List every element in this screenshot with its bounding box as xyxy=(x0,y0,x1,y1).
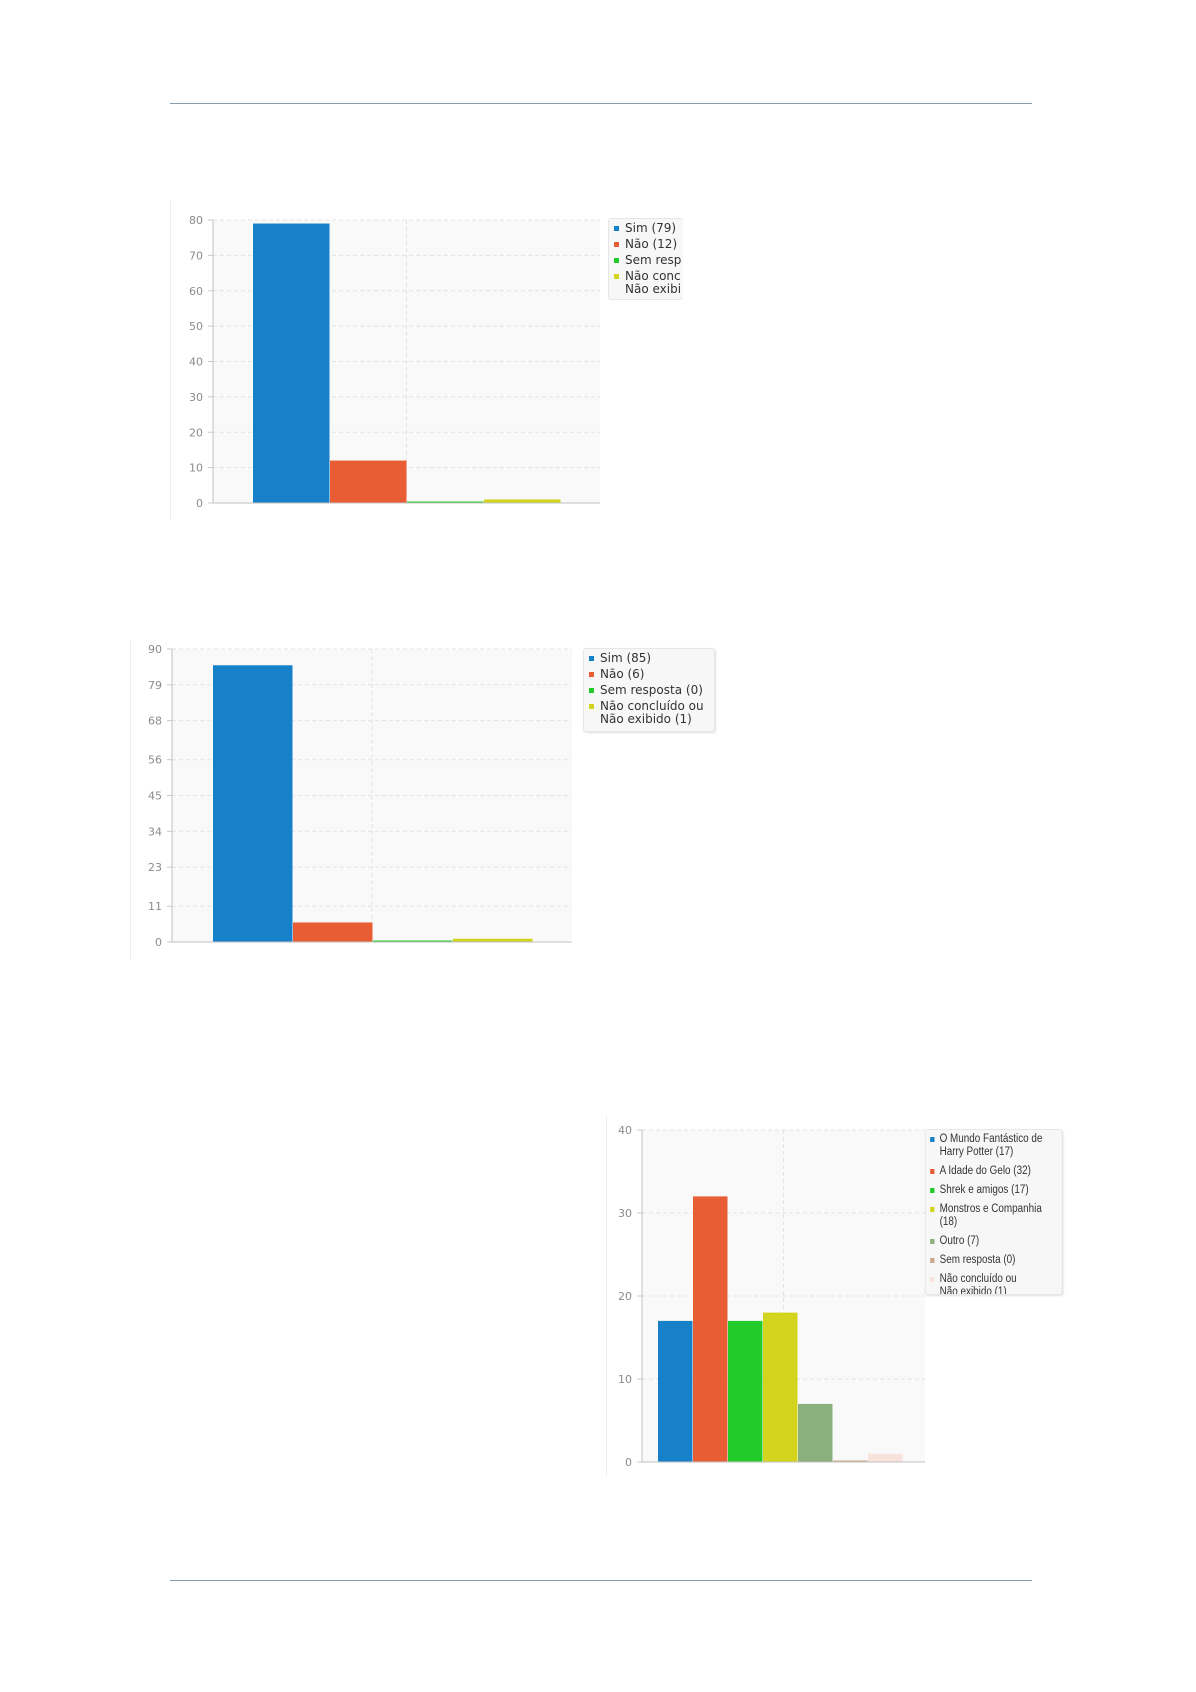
legend-label: Não conc xyxy=(625,269,681,283)
legend-swatch xyxy=(614,274,619,279)
legend-label: Harry Potter (17) xyxy=(939,1146,1014,1158)
legend-label: Sem resp xyxy=(625,253,682,267)
y-tick-label: 79 xyxy=(148,679,162,692)
legend-label: A Idade do Gelo (32) xyxy=(939,1165,1031,1177)
bar xyxy=(763,1312,798,1462)
bar xyxy=(484,499,561,503)
legend-item: Outro (7) xyxy=(926,1235,1062,1248)
y-tick-label: 20 xyxy=(618,1290,632,1303)
chart-1-legend: Sim (79) Não (12) Sem resp Não conc Não exib… xyxy=(608,218,683,300)
y-tick-label: 45 xyxy=(148,790,162,803)
bar-chart-2: 0 11 23 34 45 56 68 79 90 xyxy=(130,640,590,960)
legend-label: Sem resposta (0) xyxy=(939,1254,1016,1266)
y-tick-label: 0 xyxy=(155,936,162,949)
legend-label: Outro (7) xyxy=(939,1235,980,1247)
bar xyxy=(453,938,533,942)
legend-item: Sim (79) xyxy=(609,222,683,235)
legend-label: Não (6) xyxy=(600,667,645,681)
legend-swatch xyxy=(930,1137,935,1142)
legend-item: Sem resp xyxy=(609,254,683,267)
chart-2-legend: Sim (85) Não (6) Sem resposta (0) Não concl… xyxy=(583,648,715,732)
header-rule xyxy=(170,103,1032,104)
legend-swatch xyxy=(930,1258,935,1263)
y-tick-label: 10 xyxy=(618,1373,632,1386)
bar xyxy=(373,940,453,942)
legend-swatch xyxy=(589,672,594,677)
legend-item: Sem resposta (0) xyxy=(926,1254,1062,1267)
bar xyxy=(798,1403,833,1462)
chart-2-svg: 0 11 23 34 45 56 68 79 90 xyxy=(130,640,572,960)
y-tick-label: 10 xyxy=(189,462,203,475)
y-tick-label: 56 xyxy=(148,754,162,767)
legend-label: Sim (85) xyxy=(600,651,652,665)
bar-chart-3: 0 10 20 30 40 xyxy=(606,1116,926,1476)
y-tick-label: 40 xyxy=(189,356,203,369)
y-tick-label: 0 xyxy=(196,497,203,510)
legend-item: Não conc Não exibi xyxy=(609,270,683,296)
legend-label: Não exibido (1) xyxy=(600,712,692,726)
y-tick-label: 60 xyxy=(189,285,203,298)
legend-label: Monstros e Companhia (18) xyxy=(939,1203,1042,1228)
y-tick-label: 34 xyxy=(148,825,162,838)
legend-label: Não exibi xyxy=(625,282,682,296)
bar xyxy=(253,223,330,503)
chart-3-legend: O Mundo Fantástico de Harry Potter (17) A … xyxy=(925,1129,1063,1295)
bar xyxy=(833,1460,868,1462)
legend-label: Sim (79) xyxy=(625,221,677,235)
bar xyxy=(330,460,407,503)
y-tick-label: 30 xyxy=(189,391,203,404)
y-tick-label: 68 xyxy=(148,715,162,728)
legend-item: Monstros e Companhia (18) xyxy=(926,1203,1062,1229)
bar xyxy=(868,1453,903,1462)
y-tick-label: 30 xyxy=(618,1207,632,1220)
legend-label: Não (12) xyxy=(625,237,678,251)
y-tick-label: 11 xyxy=(148,900,162,913)
y-tick-label: 90 xyxy=(148,643,162,656)
legend-label: Shrek e amigos (17) xyxy=(939,1184,1029,1196)
y-tick-label: 0 xyxy=(625,1456,632,1469)
legend-label: Não exibido (1) xyxy=(939,1286,1007,1295)
legend-swatch xyxy=(930,1207,935,1212)
bar xyxy=(213,665,293,942)
bar-chart-1: 0 10 20 30 40 50 60 70 80 xyxy=(170,200,742,520)
legend-swatch xyxy=(614,258,619,263)
legend-swatch xyxy=(930,1239,935,1244)
legend-swatch xyxy=(614,242,619,247)
legend-swatch xyxy=(930,1169,935,1174)
bar xyxy=(407,501,484,503)
legend-label: Sem resposta (0) xyxy=(600,683,703,697)
chart-3-svg: 0 10 20 30 40 xyxy=(606,1116,925,1476)
footer-rule xyxy=(170,1580,1032,1581)
y-tick-label: 23 xyxy=(148,861,162,874)
y-tick-label: 50 xyxy=(189,320,203,333)
legend-swatch xyxy=(930,1188,935,1193)
bar xyxy=(728,1320,763,1462)
legend-swatch xyxy=(589,688,594,693)
legend-swatch xyxy=(589,704,594,709)
bar xyxy=(658,1320,693,1462)
legend-item: Sim (85) xyxy=(584,652,714,665)
chart-1-svg: 0 10 20 30 40 50 60 70 80 xyxy=(170,200,600,520)
legend-item: Não concluído ou Não exibido (1) xyxy=(926,1273,1062,1295)
legend-label: Não concluído ou xyxy=(600,699,704,713)
legend-item: O Mundo Fantástico de Harry Potter (17) xyxy=(926,1133,1062,1159)
legend-swatch xyxy=(589,656,594,661)
legend-item: Não (12) xyxy=(609,238,683,251)
y-tick-label: 80 xyxy=(189,214,203,227)
legend-label: O Mundo Fantástico de xyxy=(939,1133,1043,1145)
bar xyxy=(293,922,373,942)
y-tick-label: 40 xyxy=(618,1124,632,1137)
legend-swatch xyxy=(614,226,619,231)
y-tick-label: 20 xyxy=(189,426,203,439)
legend-item: Não (6) xyxy=(584,668,714,681)
y-tick-label: 70 xyxy=(189,249,203,262)
legend-item: Não concluído ou Não exibido (1) xyxy=(584,700,714,726)
legend-item: A Idade do Gelo (32) xyxy=(926,1165,1062,1178)
legend-swatch xyxy=(930,1277,935,1282)
legend-item: Sem resposta (0) xyxy=(584,684,714,697)
legend-item: Shrek e amigos (17) xyxy=(926,1184,1062,1197)
legend-label: Não concluído ou xyxy=(939,1273,1017,1285)
bar xyxy=(693,1196,728,1462)
